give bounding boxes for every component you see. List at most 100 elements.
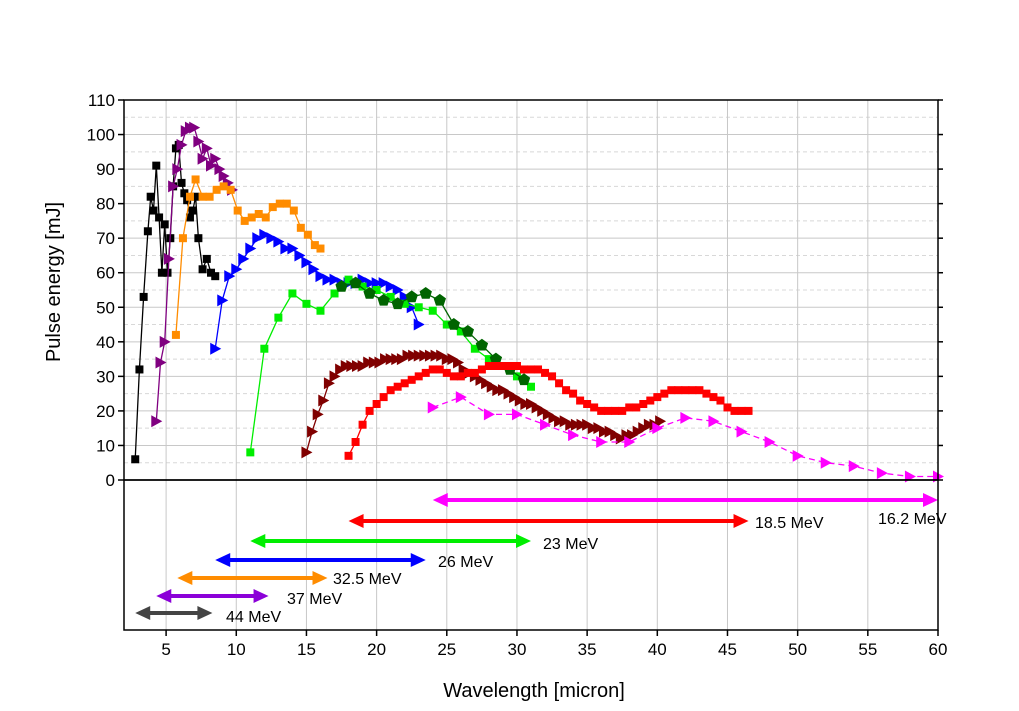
data-point bbox=[792, 449, 804, 462]
data-point bbox=[168, 180, 180, 193]
data-point bbox=[340, 360, 352, 372]
data-point bbox=[442, 320, 451, 329]
data-point bbox=[716, 396, 725, 405]
data-point bbox=[329, 370, 341, 383]
data-point bbox=[447, 318, 460, 330]
data-point bbox=[349, 276, 362, 289]
data-point bbox=[180, 189, 189, 198]
data-point bbox=[643, 418, 655, 431]
data-point bbox=[160, 220, 169, 229]
data-point bbox=[372, 400, 381, 408]
data-point bbox=[503, 387, 515, 400]
data-point bbox=[526, 398, 537, 410]
data-point bbox=[660, 389, 669, 398]
data-point bbox=[357, 360, 369, 372]
data-point bbox=[310, 241, 319, 250]
data-point bbox=[261, 213, 270, 222]
range-label: 26 MeV bbox=[438, 554, 493, 571]
data-point bbox=[430, 349, 442, 362]
data-point bbox=[568, 429, 580, 442]
data-point bbox=[275, 199, 284, 208]
data-point bbox=[139, 292, 148, 301]
data-point bbox=[206, 159, 218, 172]
data-point bbox=[302, 299, 311, 308]
x-tick-label: 15 bbox=[297, 640, 316, 659]
data-point bbox=[652, 422, 664, 435]
data-point bbox=[400, 379, 409, 388]
y-tick-label: 100 bbox=[87, 126, 115, 145]
data-point bbox=[709, 393, 718, 402]
data-point bbox=[419, 349, 431, 362]
data-point bbox=[226, 185, 235, 194]
data-point bbox=[315, 270, 327, 283]
data-point bbox=[565, 418, 577, 431]
data-point bbox=[218, 170, 230, 182]
data-point bbox=[419, 287, 432, 299]
data-point bbox=[207, 268, 216, 277]
lower-plot-frame bbox=[123, 479, 939, 631]
range-arrowhead-left bbox=[156, 589, 172, 603]
data-point bbox=[632, 425, 644, 438]
data-point bbox=[570, 418, 582, 431]
data-point bbox=[576, 396, 585, 405]
data-point bbox=[247, 213, 256, 222]
data-point bbox=[212, 185, 221, 194]
data-point bbox=[260, 344, 269, 353]
data-point bbox=[512, 372, 521, 381]
data-point bbox=[512, 362, 521, 370]
x-tick-label: 35 bbox=[578, 640, 597, 659]
energy-range-arrow: 26 MeV bbox=[215, 553, 493, 571]
data-point bbox=[351, 360, 363, 372]
data-point bbox=[386, 386, 395, 395]
data-point bbox=[537, 404, 549, 417]
data-point bbox=[224, 270, 236, 283]
data-point bbox=[542, 408, 554, 421]
data-point bbox=[146, 192, 155, 201]
data-point bbox=[555, 379, 564, 388]
data-point bbox=[202, 254, 211, 263]
data-point bbox=[400, 299, 409, 308]
data-point bbox=[583, 400, 592, 408]
data-point bbox=[163, 252, 175, 265]
data-point bbox=[848, 460, 860, 473]
data-point bbox=[414, 372, 423, 381]
data-point bbox=[185, 213, 194, 222]
y-tick-label: 10 bbox=[96, 436, 115, 455]
data-point bbox=[576, 418, 588, 431]
data-point bbox=[211, 272, 220, 281]
data-point bbox=[210, 342, 222, 355]
x-tick-label: 60 bbox=[929, 640, 948, 659]
data-point bbox=[475, 338, 489, 351]
data-point bbox=[329, 273, 341, 286]
data-point bbox=[344, 451, 353, 460]
y-tick-label: 30 bbox=[96, 367, 115, 386]
data-point bbox=[363, 356, 375, 369]
data-point bbox=[491, 362, 500, 370]
data-point bbox=[688, 386, 697, 395]
data-point bbox=[461, 325, 474, 337]
data-point bbox=[191, 192, 200, 201]
data-point bbox=[351, 438, 360, 446]
data-point bbox=[214, 163, 226, 176]
data-point bbox=[407, 375, 416, 384]
data-point bbox=[527, 365, 535, 374]
data-point bbox=[442, 368, 451, 377]
data-point bbox=[318, 394, 330, 407]
data-point bbox=[582, 418, 594, 431]
data-point bbox=[514, 394, 526, 407]
data-point bbox=[385, 353, 397, 366]
x-tick-label: 20 bbox=[367, 640, 386, 659]
data-point bbox=[171, 330, 180, 339]
data-point bbox=[624, 436, 636, 448]
data-point bbox=[307, 425, 319, 438]
data-point bbox=[274, 313, 283, 322]
data-point bbox=[632, 403, 641, 412]
range-arrowhead-left bbox=[215, 553, 231, 567]
data-point bbox=[428, 365, 437, 374]
data-point bbox=[303, 230, 312, 239]
x-tick-label: 50 bbox=[788, 640, 807, 659]
data-point bbox=[449, 372, 458, 381]
data-point bbox=[453, 356, 465, 369]
data-point bbox=[593, 422, 605, 435]
